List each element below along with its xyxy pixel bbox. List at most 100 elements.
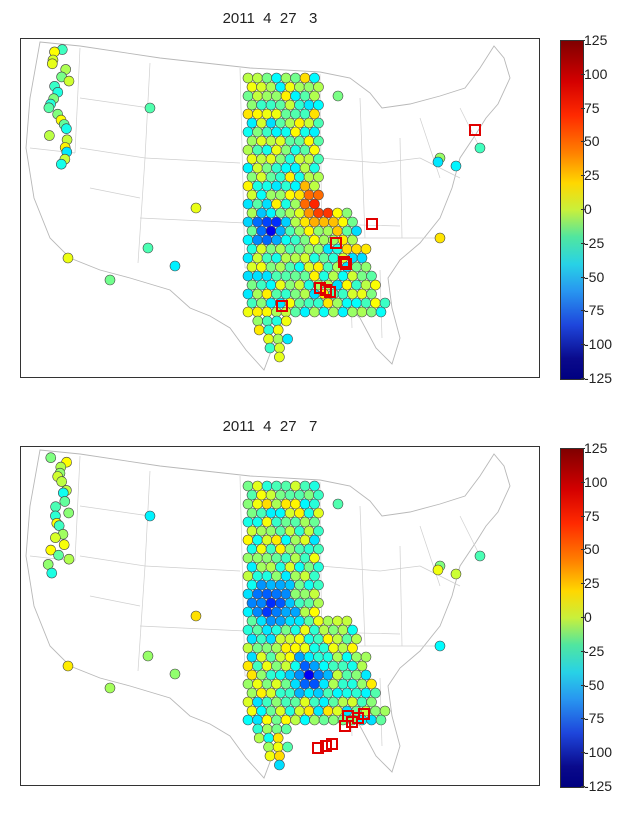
station-marker [45, 544, 57, 556]
station-marker [309, 714, 320, 726]
state-border [239, 67, 246, 269]
colorbar-tick: 0 [581, 610, 624, 624]
station-marker [265, 117, 277, 129]
station-marker [299, 180, 311, 192]
station-marker [309, 90, 320, 102]
station-marker [242, 606, 254, 618]
station-marker [322, 669, 334, 681]
station-marker [265, 225, 277, 237]
station-marker [252, 315, 264, 327]
station-marker [242, 270, 254, 282]
station-marker [265, 507, 277, 519]
country-outline [25, 41, 511, 371]
station-marker [328, 270, 339, 282]
station-marker [242, 234, 254, 246]
station-marker [246, 489, 258, 501]
station-marker [242, 714, 254, 726]
station-marker [303, 651, 315, 663]
station-marker [256, 135, 267, 147]
station-marker [284, 117, 296, 129]
station-marker [474, 142, 486, 154]
station-marker [275, 99, 286, 111]
station-marker [351, 651, 362, 663]
station-marker [242, 570, 254, 582]
station-marker [299, 678, 311, 690]
station-marker [246, 615, 258, 627]
station-marker [256, 99, 267, 111]
station-marker [328, 252, 339, 264]
station-marker [275, 489, 286, 501]
station-marker [271, 288, 282, 300]
station-marker [280, 90, 292, 102]
station-marker [284, 489, 296, 501]
station-marker [294, 687, 305, 699]
station-marker [265, 207, 277, 219]
station-marker [261, 624, 273, 636]
station-marker [299, 480, 311, 492]
station-marker [256, 507, 267, 519]
station-marker [347, 288, 358, 300]
station-marker [275, 153, 286, 165]
event-marker [366, 218, 378, 230]
station-marker [322, 705, 334, 717]
station-marker [313, 189, 324, 201]
station-marker [271, 198, 282, 210]
station-marker [46, 58, 58, 70]
station-marker [252, 288, 263, 300]
station-marker [275, 543, 286, 555]
station-marker [280, 234, 292, 246]
station-marker [256, 279, 267, 291]
station-marker [261, 498, 273, 510]
station-marker [309, 660, 320, 672]
station-marker [246, 705, 258, 717]
station-marker [265, 279, 277, 291]
station-marker [261, 678, 273, 690]
station-marker [242, 480, 254, 492]
station-marker [303, 153, 315, 165]
station-marker [299, 642, 311, 654]
station-marker [313, 525, 324, 537]
station-marker [252, 714, 263, 726]
station-marker [275, 171, 286, 183]
station-marker [271, 588, 282, 600]
station-marker [271, 642, 282, 654]
station-marker [246, 561, 258, 573]
event-marker [342, 710, 354, 722]
station-marker [318, 624, 330, 636]
station-marker [294, 579, 305, 591]
station-marker [290, 126, 301, 138]
station-marker [299, 234, 311, 246]
station-marker [252, 570, 263, 582]
station-marker [271, 270, 282, 282]
station-marker [318, 660, 330, 672]
station-marker [46, 567, 58, 579]
station-marker [290, 90, 301, 102]
station-marker [252, 642, 263, 654]
station-marker [261, 606, 273, 618]
station-marker [280, 315, 292, 327]
station-marker [294, 651, 305, 663]
colorbar-tick: -75 [581, 303, 624, 317]
station-marker [303, 243, 315, 255]
station-marker [360, 651, 372, 663]
station-marker [261, 534, 273, 546]
station-marker [246, 135, 258, 147]
station-marker [55, 158, 67, 170]
station-marker [322, 225, 334, 237]
us-map [20, 38, 540, 378]
station-marker [274, 759, 285, 771]
station-marker [275, 669, 286, 681]
station-marker [280, 723, 292, 735]
station-marker [50, 532, 61, 543]
station-marker [313, 225, 324, 237]
station-marker [294, 117, 305, 129]
station-marker [252, 252, 263, 264]
station-marker [261, 144, 273, 156]
station-marker [282, 741, 293, 753]
station-marker [341, 633, 353, 645]
station-marker [303, 687, 315, 699]
station-marker [280, 288, 292, 300]
station-marker [450, 568, 462, 580]
station-marker [303, 543, 315, 555]
station-marker [242, 180, 254, 192]
